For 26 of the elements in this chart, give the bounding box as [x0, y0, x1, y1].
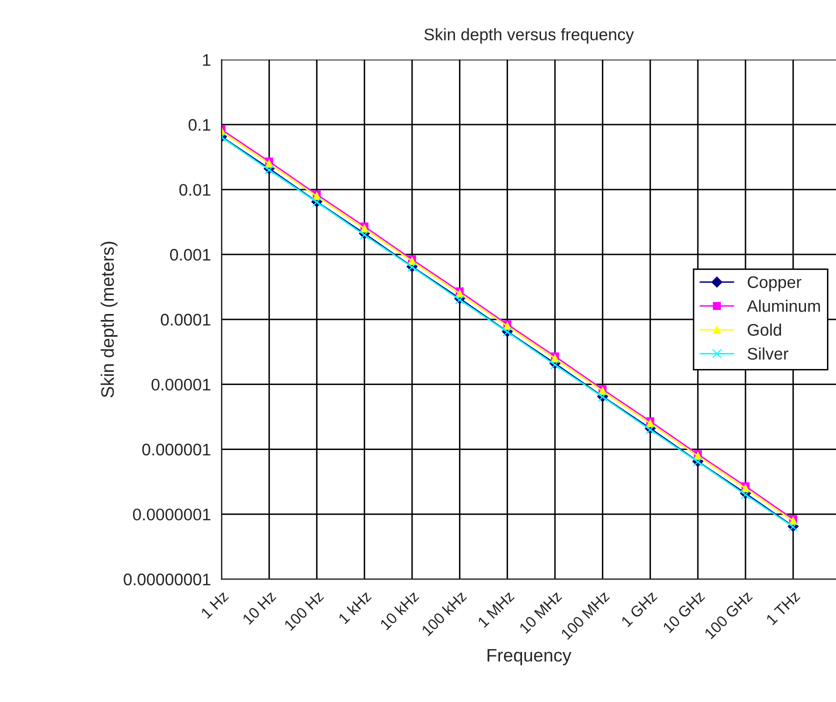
x-tick-label: 10 GHz [662, 590, 706, 634]
chart-title: Skin depth versus frequency [424, 28, 634, 44]
y-axis-title: Skin depth (meters) [100, 242, 118, 398]
y-tick-label: 0.0000001 [133, 508, 210, 520]
x-tick-label: 1 kHz [338, 590, 372, 624]
x-tick-label: 100 GHz [704, 590, 753, 640]
x-tick-label: 1 GHz [620, 590, 658, 628]
legend-label: Copper [748, 276, 802, 292]
legend-label: Silver [748, 347, 788, 360]
x-tick-label: 10 kHz [379, 590, 420, 630]
x-tick-label: 1 THz [766, 590, 800, 626]
legend-label: Aluminum [746, 300, 820, 312]
y-tick-label: 0.00001 [152, 378, 210, 391]
y-tick-label: 0.000001 [142, 444, 210, 456]
x-tick-label: 100 Hz [284, 590, 324, 631]
x-tick-label: 100 kHz [420, 590, 468, 636]
x-tick-label: 10 Hz [242, 590, 277, 625]
legend-label: Gold [748, 324, 782, 336]
y-tick-label: 0.01 [179, 184, 210, 196]
y-tick-label: 1 [203, 54, 210, 66]
x-axis-title: Frequency [488, 649, 572, 666]
y-tick-label: 0.00000001 [124, 574, 210, 586]
y-tick-label: 0.001 [170, 248, 210, 261]
y-tick-label: 0.1 [188, 119, 210, 131]
x-tick-label: 1 Hz [200, 590, 229, 619]
y-tick-label: 0.0001 [160, 314, 210, 326]
